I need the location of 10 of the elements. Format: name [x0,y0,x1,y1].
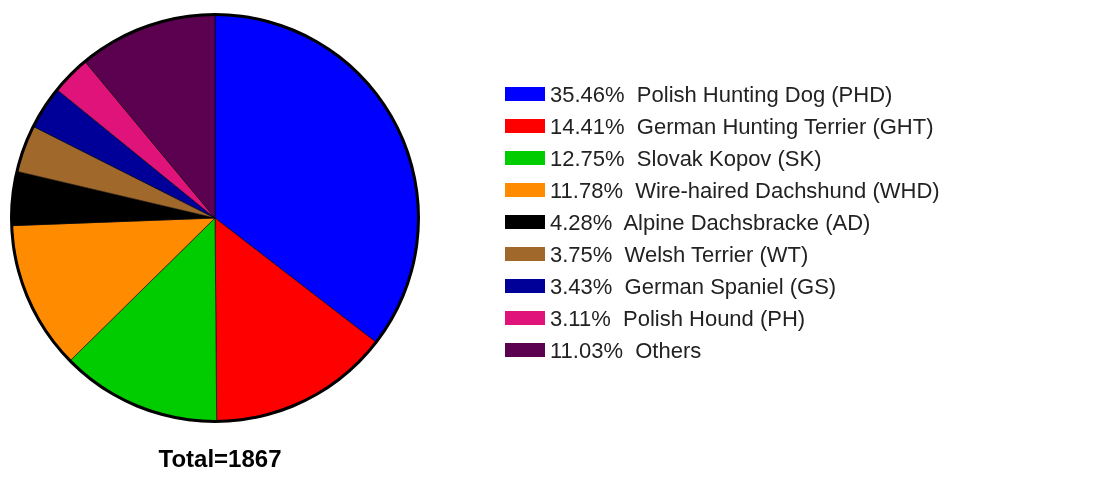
legend-label: 11.03% Others [550,337,702,363]
legend-label: 11.78% Wire-haired Dachshund (WHD) [550,177,940,203]
legend-label: 4.28% Alpine Dachsbracke (AD) [550,209,871,235]
legend-label: 3.75% Welsh Terrier (WT) [550,241,809,267]
legend-label: 3.43% German Spaniel (GS) [550,273,837,299]
legend-label: 35.46% Polish Hunting Dog (PHD) [550,81,893,107]
legend-label: 12.75% Slovak Kopov (SK) [550,145,822,171]
legend-label: 3.11% Polish Hound (PH) [550,305,806,331]
legend-label: 14.41% German Hunting Terrier (GHT) [550,113,934,139]
text: Total=1867 [158,444,282,472]
